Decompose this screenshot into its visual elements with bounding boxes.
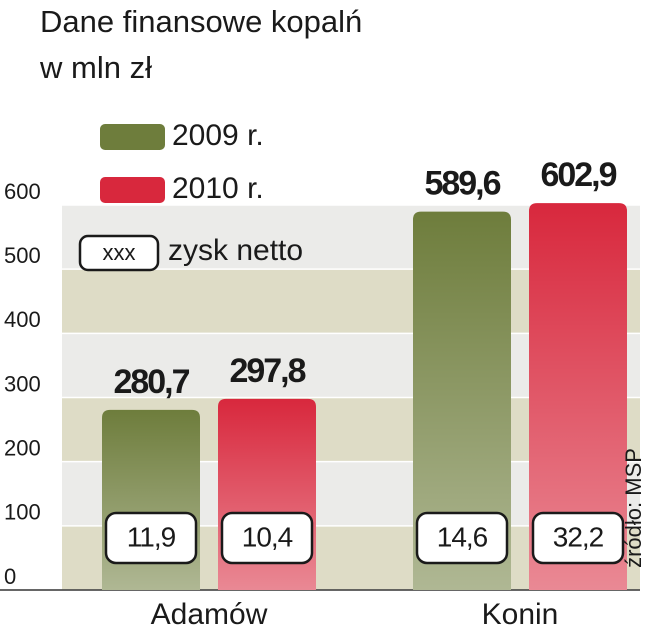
source: źródło: MSP xyxy=(621,448,646,568)
value-label: 589,6 xyxy=(424,165,500,203)
x-tick-label: Adamów xyxy=(151,598,268,631)
y-tick-label: 400 xyxy=(4,307,41,332)
y-tick-label: 0 xyxy=(4,564,16,589)
legend-label: 2010 r. xyxy=(172,172,264,205)
net-box xyxy=(415,511,509,565)
y-tick-label: 300 xyxy=(4,371,41,396)
plot: 0 100 200 300 400 500 600 280,7 11,9 589,6 14,6 200… xyxy=(0,119,640,631)
legend-net-box xyxy=(78,234,160,272)
chart-subtitle: w mln zł xyxy=(39,50,152,85)
x-tick-label: Konin xyxy=(482,598,559,631)
legend-net-sample: xxx xyxy=(103,240,136,265)
net-box xyxy=(220,511,314,565)
legend-swatch xyxy=(100,177,165,203)
net-label: 32,2 xyxy=(553,521,604,552)
net-label: 14,6 xyxy=(437,521,488,552)
legend-swatch xyxy=(100,124,165,150)
y-tick-label: 100 xyxy=(4,500,41,525)
y-tick-label: 500 xyxy=(4,243,41,268)
net-label: 10,4 xyxy=(242,521,293,552)
chart-title: Dane finansowe kopalń xyxy=(40,4,362,39)
legend-net-label: zysk netto xyxy=(168,234,303,267)
y-tick-label: 200 xyxy=(4,435,41,460)
y-tick-label: 600 xyxy=(4,179,41,204)
net-box xyxy=(531,511,625,565)
legend-label: 2009 r. xyxy=(172,119,264,152)
value-label: 280,7 xyxy=(113,363,189,401)
value-label: 297,8 xyxy=(229,352,305,390)
net-box xyxy=(104,511,198,565)
net-label: 11,9 xyxy=(127,521,176,552)
value-label: 602,9 xyxy=(540,156,616,194)
